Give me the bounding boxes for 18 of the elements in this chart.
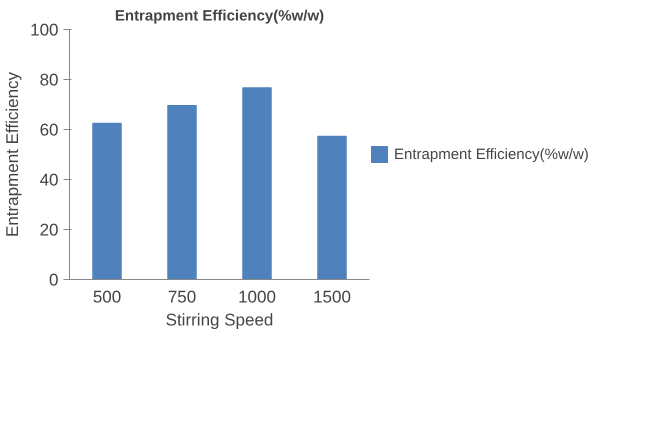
- bar: [317, 136, 347, 280]
- bar: [242, 87, 272, 280]
- y-tick-label: 80: [40, 70, 59, 90]
- y-tick-label: 100: [30, 20, 59, 40]
- x-tick-label: 1500: [313, 288, 351, 306]
- x-axis-title: Stirring Speed: [166, 310, 274, 330]
- y-axis-title: Entrapment Efficiency: [3, 71, 22, 238]
- legend-label: Entrapment Efficiency(%w/w): [394, 146, 589, 162]
- y-tick-label: 60: [40, 120, 59, 140]
- x-tick-label: 750: [168, 288, 196, 306]
- y-tick-label: 20: [40, 220, 59, 240]
- y-tick-label: 0: [49, 270, 59, 290]
- bar: [92, 122, 122, 280]
- x-tick-label: 1000: [238, 288, 276, 306]
- x-tick-label: 500: [92, 288, 122, 306]
- y-tick-label: 40: [40, 170, 59, 190]
- chart-title: Entrapment Efficiency(%w/w): [114, 8, 324, 24]
- bar: [167, 105, 197, 280]
